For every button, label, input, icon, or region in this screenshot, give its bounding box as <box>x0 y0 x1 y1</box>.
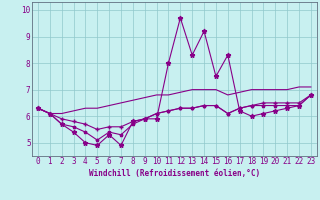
X-axis label: Windchill (Refroidissement éolien,°C): Windchill (Refroidissement éolien,°C) <box>89 169 260 178</box>
